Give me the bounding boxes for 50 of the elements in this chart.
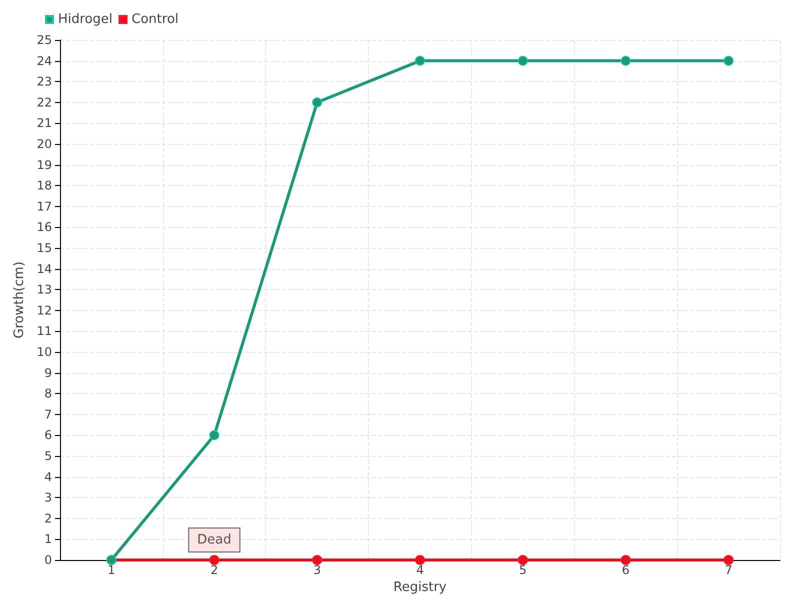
y-tick-label: 23 — [36, 74, 52, 89]
y-tick-label: 19 — [36, 158, 52, 172]
annotation: Dead — [197, 532, 232, 548]
point — [724, 56, 734, 66]
y-tick-label: 8 — [44, 386, 52, 401]
point — [620, 555, 631, 565]
y-tick-label: 0 — [44, 553, 52, 567]
y-tick-label: 4 — [44, 470, 52, 484]
y-axis-title: Growth(cm) — [12, 261, 27, 339]
legend-label: Hidrogel — [58, 12, 113, 27]
y-tick-label: 7 — [44, 407, 52, 422]
point — [312, 97, 322, 108]
y-tick-label: 20 — [36, 137, 52, 151]
y-tick-label: 13 — [36, 282, 52, 297]
y-tick-label: 21 — [36, 116, 52, 130]
x-tick-label: 5 — [519, 563, 527, 577]
y-tick-label: 16 — [36, 220, 52, 234]
point — [312, 555, 322, 565]
y-tick-label: 2 — [44, 511, 52, 526]
y-tick-label: 5 — [44, 449, 52, 463]
point — [724, 555, 734, 565]
point — [209, 555, 220, 565]
y-tick-label: 1 — [44, 532, 52, 546]
y-tick-label: 6 — [44, 428, 52, 442]
point — [620, 56, 631, 66]
y-tick-label: 14 — [36, 262, 52, 276]
y-tick-label: 3 — [44, 490, 52, 505]
point — [209, 430, 220, 440]
y-tick-label: 15 — [36, 241, 52, 255]
y-tick-label: 24 — [36, 54, 52, 68]
y-tick-label: 9 — [44, 366, 52, 380]
point — [518, 56, 528, 66]
y-tick-label: 25 — [36, 33, 52, 47]
y-tick-label: 11 — [36, 324, 52, 338]
x-tick-label: 3 — [313, 563, 321, 577]
x-axis-title: Registry — [393, 580, 447, 595]
x-tick-label: 6 — [622, 563, 630, 577]
legend-label: Control — [132, 12, 179, 27]
y-tick-label: 18 — [36, 178, 52, 193]
y-tick-label: 22 — [36, 95, 52, 110]
x-tick-label: 7 — [724, 563, 732, 577]
point — [415, 56, 425, 66]
x-tick-label: 2 — [210, 563, 218, 577]
point — [415, 555, 425, 565]
y-tick-label: 17 — [36, 199, 52, 214]
x-tick-label: 1 — [108, 563, 116, 577]
x-tick-label: 4 — [416, 563, 424, 577]
point — [518, 555, 528, 565]
y-tick-label: 10 — [36, 345, 52, 359]
y-tick-label: 12 — [36, 303, 52, 318]
